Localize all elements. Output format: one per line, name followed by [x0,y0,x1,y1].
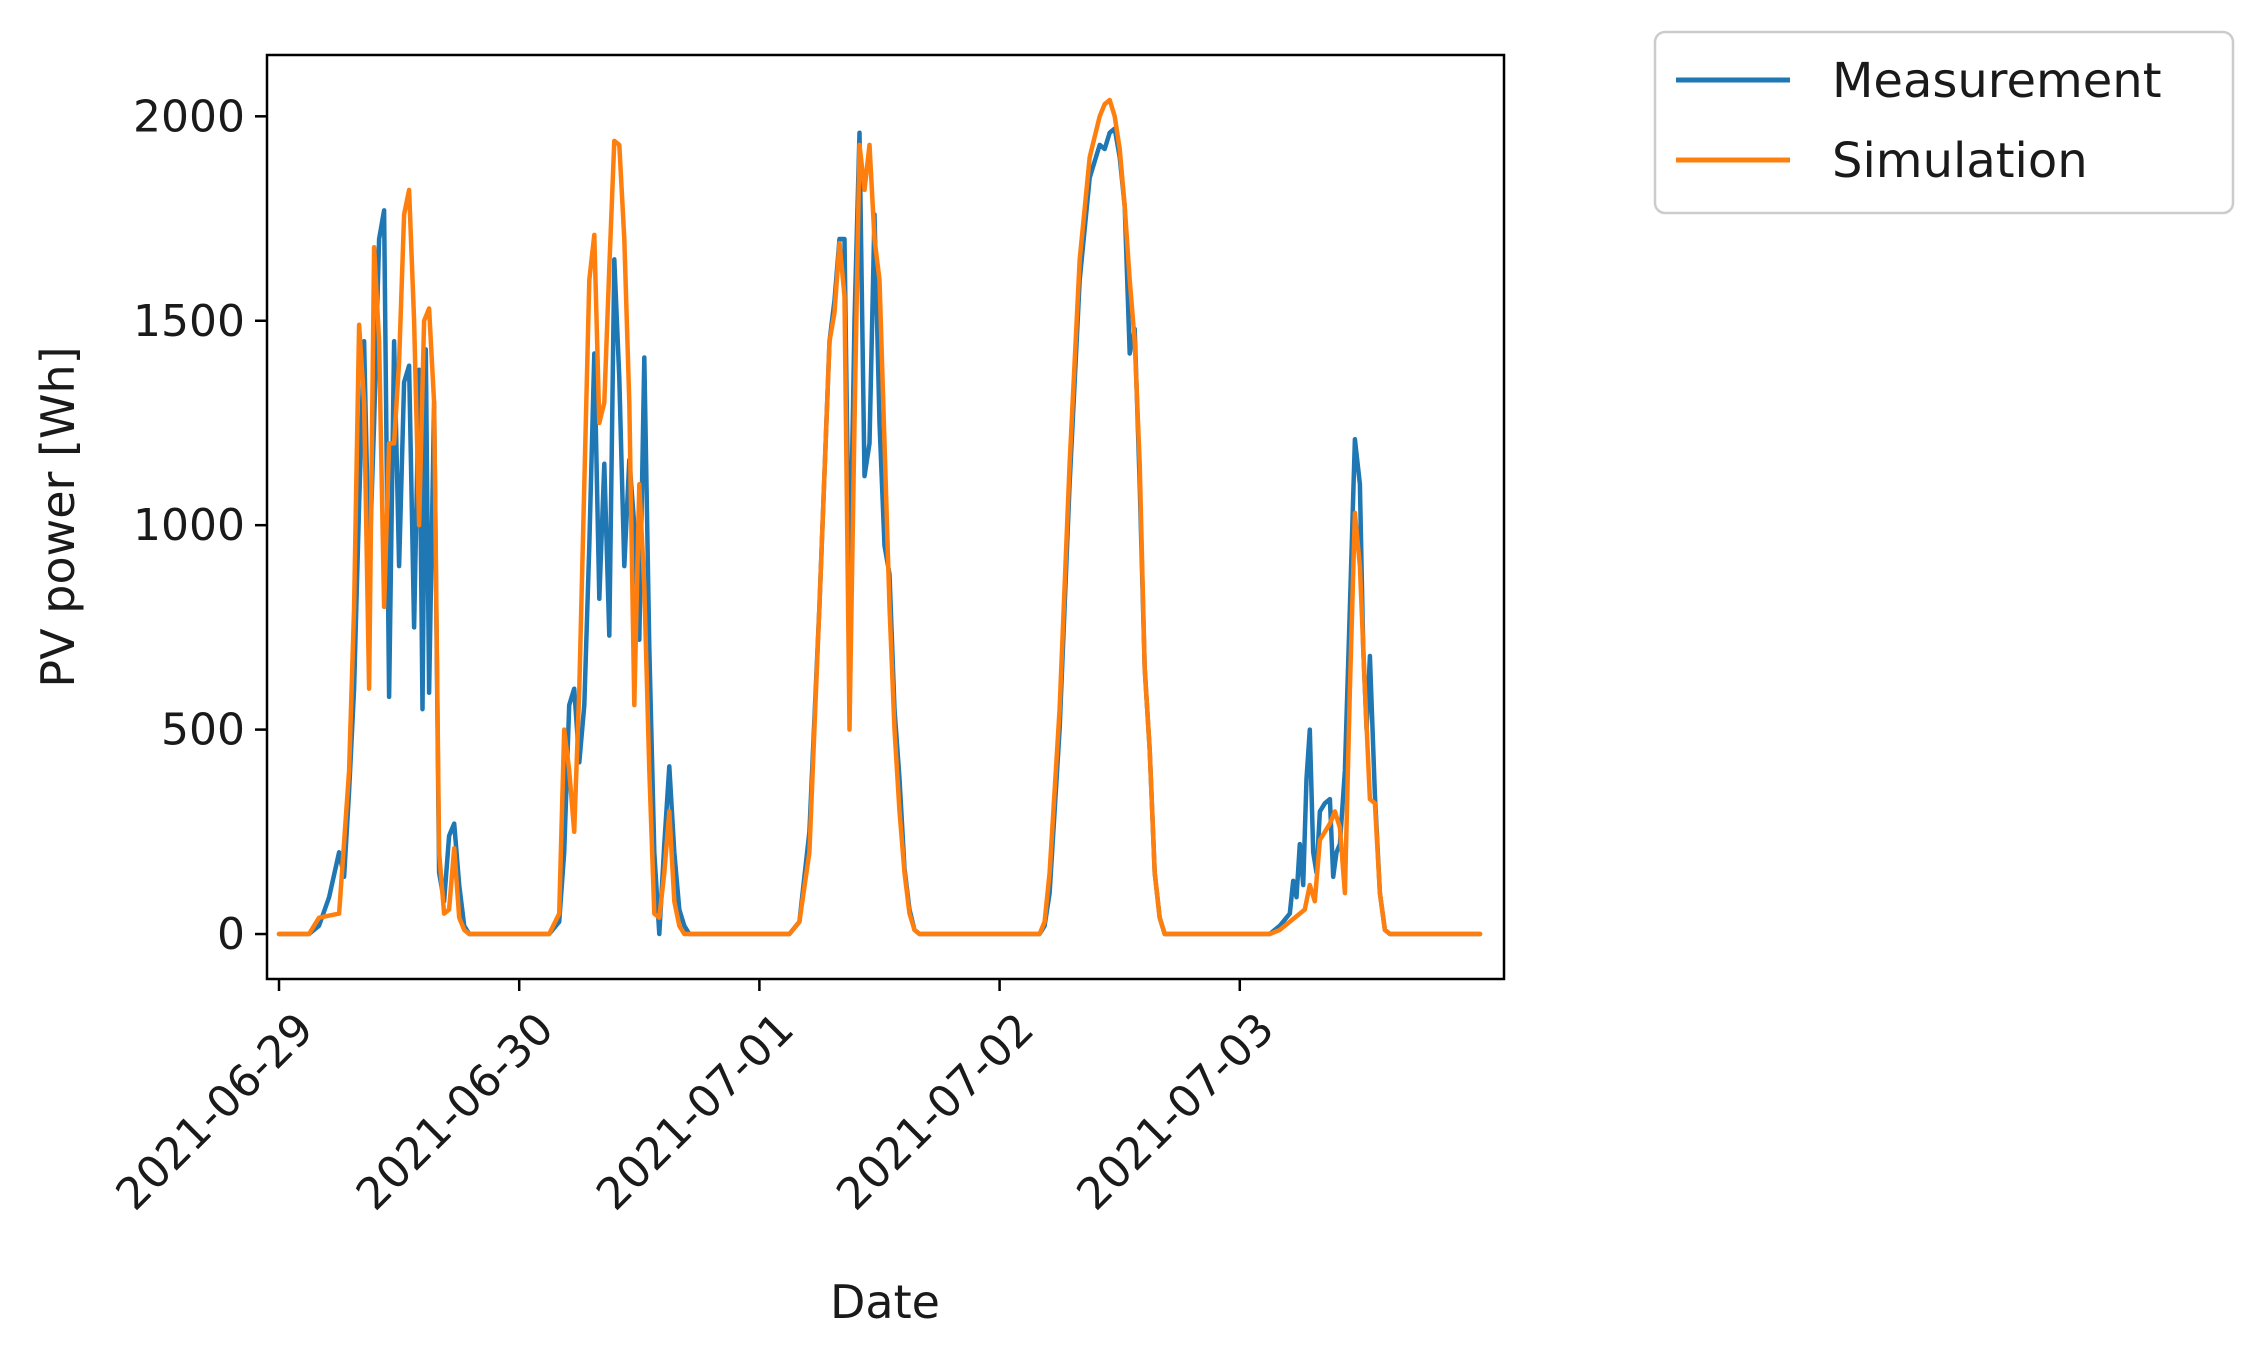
x-tick-label: 2021-06-30 [347,1003,564,1220]
series-line-measurement [276,126,1483,937]
y-tick-label: 2000 [133,91,245,142]
legend-box [1653,30,2235,215]
y-axis: 0 500 1000 1500 2000 [133,91,267,960]
legend-label-simulation: Simulation [1832,133,2088,189]
legend: Measurement Simulation [1653,30,2235,215]
y-axis-label: PV power [Wh] [31,346,85,687]
x-tick-label: 2021-07-03 [1067,1003,1284,1220]
legend-label-measurement: Measurement [1832,53,2162,109]
series-line-simulation [276,97,1483,937]
x-tick-label: 2021-07-02 [827,1003,1044,1220]
y-tick-label: 0 [217,909,245,960]
y-tick-label: 1000 [133,500,245,551]
y-tick-label: 500 [161,705,245,756]
x-tick-label: 2021-07-01 [587,1003,804,1220]
x-axis-label: Date [830,1275,940,1329]
y-tick-label: 1500 [133,296,245,347]
x-axis: 2021-06-29 2021-06-30 2021-07-01 2021-07-02… [107,979,1284,1220]
plot-frame [265,53,1506,981]
series-layer [276,97,1483,937]
x-tick-label: 2021-06-29 [107,1003,324,1220]
